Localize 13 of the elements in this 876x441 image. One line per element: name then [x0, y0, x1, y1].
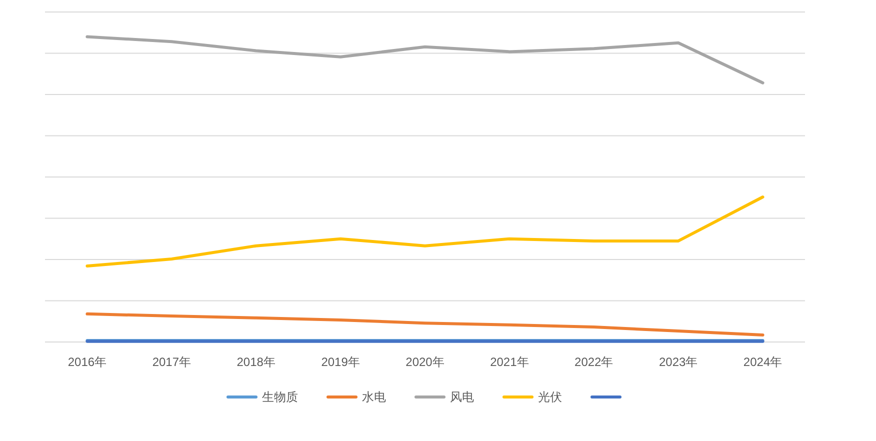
x-tick-label: 2016年	[68, 355, 107, 369]
x-tick-label: 2020年	[406, 355, 444, 369]
legend-label: 风电	[450, 390, 474, 404]
x-tick-label: 2024年	[743, 355, 782, 369]
legend-label: 水电	[362, 390, 386, 404]
x-tick-label: 2023年	[658, 355, 698, 369]
x-tick-label: 2021年	[490, 355, 529, 369]
legend-label: 光伏	[538, 390, 562, 404]
x-tick-label: 2022年	[574, 355, 614, 369]
x-tick-label: 2019年	[321, 355, 360, 369]
legend-label: 生物质	[262, 390, 298, 404]
x-tick-label: 2017年	[152, 355, 192, 369]
x-tick-label: 2018年	[236, 355, 276, 369]
